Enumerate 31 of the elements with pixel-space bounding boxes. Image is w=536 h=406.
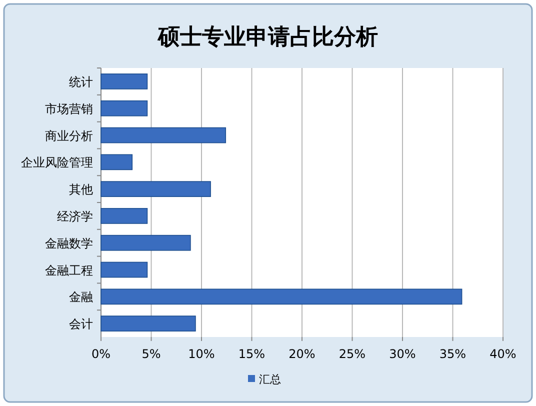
y-tick-label: 金融数学 xyxy=(45,236,93,250)
bar xyxy=(100,181,211,197)
x-tick-label: 35% xyxy=(439,347,466,361)
chart-title: 硕士专业申请占比分析 xyxy=(157,25,378,50)
x-tick-label: 10% xyxy=(188,347,215,361)
x-tick-label: 0% xyxy=(91,347,111,361)
y-tick-label: 金融工程 xyxy=(45,263,93,278)
y-tick-label: 市场营销 xyxy=(45,102,93,116)
bar xyxy=(100,74,148,90)
x-tick-label: 15% xyxy=(238,347,266,361)
x-tick-label: 40% xyxy=(490,347,516,361)
bar xyxy=(100,100,148,116)
x-tick-label: 20% xyxy=(288,347,316,361)
y-tick-label: 企业风险管理 xyxy=(21,156,93,170)
x-tick-label: 5% xyxy=(142,347,161,361)
x-tick-label: 30% xyxy=(389,347,416,361)
bar xyxy=(100,208,148,224)
bar xyxy=(100,262,148,278)
bar xyxy=(100,127,226,144)
bar xyxy=(100,316,196,332)
legend-label: 汇总 xyxy=(259,373,281,386)
y-tick-label: 统计 xyxy=(69,74,93,89)
bar xyxy=(100,234,191,251)
y-tick-label: 会计 xyxy=(69,317,93,332)
x-tick-label: 25% xyxy=(338,347,366,361)
y-tick-label: 金融 xyxy=(69,290,93,304)
bar xyxy=(100,154,133,170)
y-tick-label: 商业分析 xyxy=(45,128,93,143)
bar xyxy=(100,288,462,305)
y-tick-label: 其他 xyxy=(69,182,93,197)
y-tick-label: 经济学 xyxy=(57,209,93,224)
